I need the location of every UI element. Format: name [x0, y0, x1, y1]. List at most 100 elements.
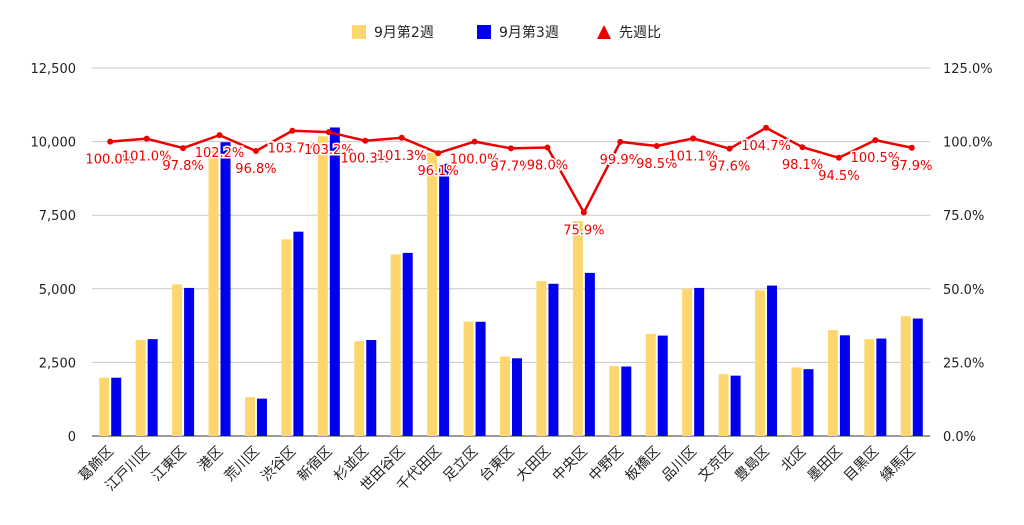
bar-week2 [718, 374, 729, 436]
category-label: 北区 [778, 444, 809, 475]
ratio-point [289, 127, 296, 134]
bar-week3 [439, 163, 450, 436]
legend-label: 先週比 [619, 25, 661, 41]
ratio-point [544, 144, 551, 151]
bar-week2 [827, 330, 838, 436]
ratio-line [107, 124, 915, 216]
right-axis: 0.0% 25.0% 50.0% 75.0% 100.0% 125.0% [943, 62, 993, 445]
ratio-data-label: 101.1% [668, 149, 718, 164]
category-label: 品川区 [659, 444, 700, 485]
ratio-data-label: 100.3% [340, 152, 390, 167]
bar-week2 [645, 333, 656, 436]
legend-label: 9月第3週 [499, 24, 559, 41]
category-label: 大田区 [513, 444, 554, 485]
bar-week3 [111, 377, 122, 436]
ratio-data-label: 104.7% [741, 139, 791, 154]
ratio-point [763, 124, 770, 131]
bar-week2 [864, 339, 875, 436]
ratio-data-label: 98.1% [782, 158, 823, 173]
category-label: 江東区 [149, 444, 190, 485]
ratio-data-label: 98.5% [636, 157, 677, 172]
ratio-point [435, 150, 442, 157]
category-label: 新宿区 [294, 443, 336, 485]
ratio-data-label: 94.5% [818, 169, 859, 184]
ratio-data-label: 98.0% [527, 158, 568, 173]
right-axis-tick-label: 125.0% [943, 62, 993, 77]
bar-week2 [354, 341, 365, 436]
right-axis-tick-label: 0.0% [943, 430, 976, 445]
bar-week3 [767, 285, 778, 436]
bar-week3 [402, 252, 413, 436]
ratio-point [362, 137, 369, 144]
ratio-data-label: 103.7% [268, 142, 318, 157]
bar-week2 [791, 367, 802, 436]
bar-week2 [536, 281, 547, 436]
bar-week2 [900, 316, 911, 436]
ratio-point [180, 145, 187, 152]
ratio-data-label: 100.0% [85, 153, 135, 168]
ratio-point [580, 209, 587, 216]
category-label: 港区 [195, 444, 226, 475]
ratio-data-label: 101.0% [122, 150, 172, 165]
bar-week2 [463, 321, 474, 436]
bar-week3 [694, 287, 705, 436]
legend-label: 9月第2週 [374, 24, 434, 41]
bar-week3 [876, 338, 887, 436]
bar-week2 [135, 340, 146, 436]
ratio-data-label: 102.2% [195, 146, 245, 161]
ratio-point [653, 143, 660, 150]
bar-week2 [427, 152, 438, 436]
ratio-data-label: 103.2% [304, 143, 354, 158]
ratio-point [835, 154, 842, 161]
ratio-data-label: 96.8% [235, 162, 276, 177]
bar-week3 [184, 287, 195, 436]
ratio-data-label: 97.8% [162, 159, 203, 174]
bar-week3 [475, 321, 486, 436]
category-label: 台東区 [477, 444, 518, 485]
bar-week3 [147, 339, 158, 436]
ratio-point [107, 138, 114, 145]
left-axis-tick-label: 10,000 [31, 136, 77, 151]
left-axis-tick-label: 7,500 [39, 209, 76, 224]
ratio-data-label: 99.9% [600, 153, 641, 168]
bar-marks [99, 127, 923, 437]
legend-triangle-icon [597, 25, 611, 39]
ratio-point [252, 148, 259, 155]
ratio-point [508, 145, 514, 152]
ratio-point [471, 138, 478, 145]
bar-week3 [657, 335, 668, 436]
bar-week3 [366, 340, 377, 436]
ratio-point [726, 145, 733, 152]
bar-week3 [293, 231, 304, 436]
bar-week2 [682, 288, 693, 436]
right-axis-tick-label: 50.0% [943, 283, 984, 298]
left-axis-tick-label: 0 [68, 430, 76, 445]
bar-week2 [572, 221, 583, 436]
category-label: 豊島区 [732, 444, 773, 485]
ratio-data-label: 97.6% [709, 160, 750, 175]
bar-week3 [912, 318, 923, 436]
ratio-data-label: 75.9% [563, 224, 604, 239]
bar-week2 [609, 366, 620, 436]
left-axis-tick-label: 2,500 [39, 356, 76, 371]
bar-week3 [220, 142, 231, 437]
ratio-labels: 100.0%101.0%97.8%102.2%96.8%103.7%103.2%… [84, 137, 934, 240]
bar-week2 [755, 290, 766, 436]
category-label: 練馬区 [878, 444, 919, 485]
category-label: 渋谷区 [258, 444, 299, 485]
bar-week3 [803, 369, 814, 436]
legend-swatch-week3 [477, 25, 491, 39]
bar-week2 [99, 377, 110, 436]
ratio-point [325, 129, 332, 136]
bar-week2 [244, 397, 255, 436]
ratio-data-label: 100.0% [450, 153, 500, 168]
left-axis-tick-label: 5,000 [39, 283, 76, 298]
bar-week2 [172, 284, 183, 436]
bar-week3 [512, 358, 522, 436]
category-label: 足立区 [440, 444, 481, 485]
ratio-data-label: 97.9% [891, 159, 932, 174]
legend[interactable]: 9月第2週 9月第3週 先週比 [352, 24, 661, 41]
ratio-point [799, 144, 806, 151]
category-label: 中央区 [550, 444, 591, 485]
bar-week2 [208, 147, 219, 436]
